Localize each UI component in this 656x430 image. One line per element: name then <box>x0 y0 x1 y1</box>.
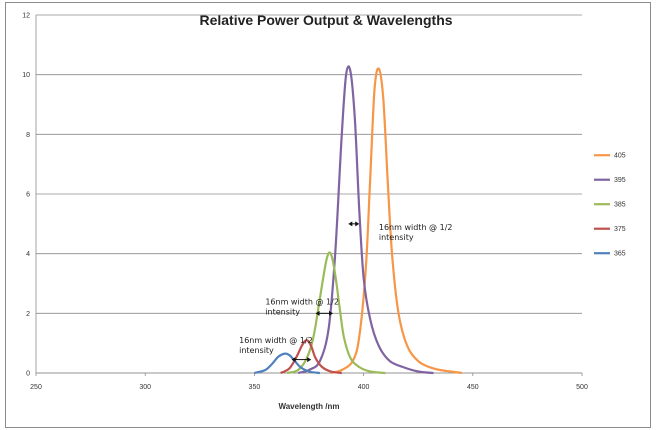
y-tick-label: 10 <box>22 72 30 79</box>
y-tick-label: 0 <box>26 371 30 378</box>
annotation-arrowhead-left <box>348 221 353 227</box>
annotation-line: 16nm width @ 1/2 <box>265 297 339 306</box>
x-axis-title: Wavelength /nm <box>278 402 339 411</box>
annotation-line: intensity <box>265 307 300 316</box>
chart-frame: Relative Power Output & Wavelengths 0 2 4 6… <box>5 2 651 428</box>
annotation-arrowhead-right <box>355 221 360 227</box>
annotation-line: intensity <box>239 346 274 355</box>
annotation-line: 16nm width @ 1/2 <box>379 223 453 232</box>
chart-svg: Relative Power Output & Wavelengths 0 2 4 6… <box>22 12 626 411</box>
y-tick-label: 8 <box>26 132 30 139</box>
grid-lines <box>36 14 582 374</box>
annotation-arrowhead-left <box>291 357 296 363</box>
series-line-405 <box>330 67 463 375</box>
series-line-375 <box>280 339 342 375</box>
x-tick-label: 250 <box>30 384 42 391</box>
legend-label: 405 <box>614 153 626 160</box>
x-tick-label: 450 <box>467 384 479 391</box>
series-line-385 <box>286 251 386 375</box>
x-tick-label: 350 <box>249 384 261 391</box>
legend-label: 395 <box>614 177 626 184</box>
annotation-line: intensity <box>379 233 414 242</box>
annotation-text: 16nm width @ 1/2 intensity <box>239 336 313 355</box>
y-tick-label: 2 <box>26 311 30 318</box>
legend-label: 375 <box>614 226 626 233</box>
legend-label: 365 <box>614 251 626 258</box>
annotation-text: 16nm width @ 1/2 intensity <box>379 223 453 242</box>
series-line-395 <box>297 65 434 375</box>
x-tick-label: 300 <box>139 384 151 391</box>
annotation-text: 16nm width @ 1/2 intensity <box>265 297 339 316</box>
annotation-line: 16nm width @ 1/2 <box>239 336 313 345</box>
y-tick-label: 4 <box>26 251 30 258</box>
chart-title: Relative Power Output & Wavelengths <box>199 12 452 28</box>
series-group <box>254 65 463 375</box>
annotation-arrowhead-left <box>315 310 320 316</box>
x-tick-label: 500 <box>576 384 588 391</box>
y-tick-label: 12 <box>22 13 30 20</box>
annotation-arrowhead-right <box>329 310 334 316</box>
legend: 405 395 385 375 365 <box>594 153 626 258</box>
annotation-arrowhead-right <box>307 357 312 363</box>
x-tick-label: 400 <box>358 384 370 391</box>
y-tick-label: 6 <box>26 192 30 199</box>
legend-label: 385 <box>614 202 626 209</box>
series-line-365 <box>254 352 321 375</box>
axes: 0 2 4 6 8 10 12 250 300 350 400 450 500 <box>22 13 588 392</box>
